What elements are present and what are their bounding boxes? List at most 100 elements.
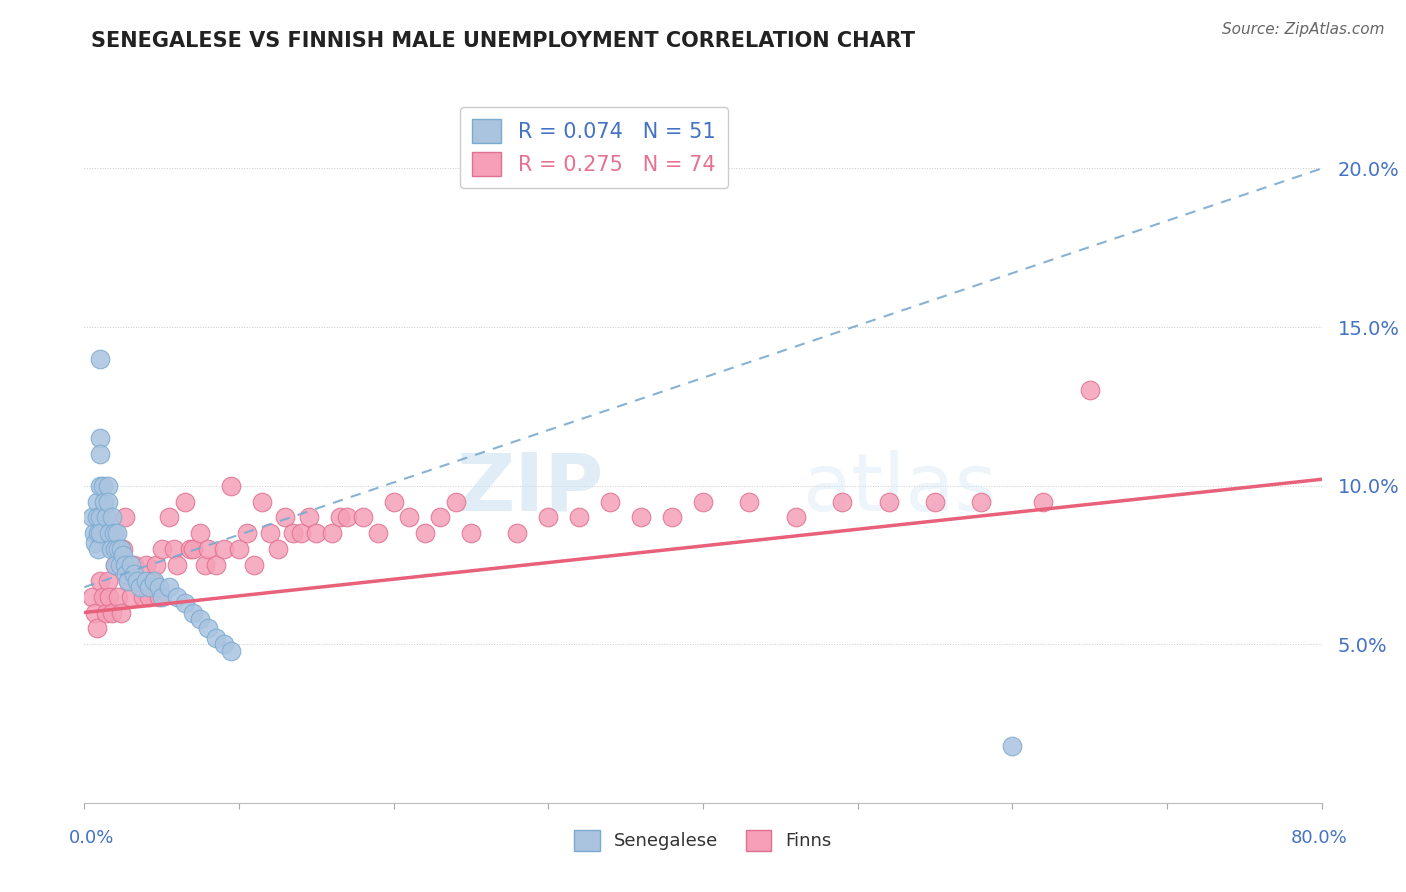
Point [228, 542, 250, 557]
Point [114, 510, 136, 524]
Point [100, 542, 122, 557]
Point [101, 510, 124, 524]
Point [444, 494, 467, 508]
Point [188, 612, 211, 626]
Point [197, 621, 219, 635]
Point [96, 478, 118, 492]
Point [429, 510, 451, 524]
Point [82, 590, 104, 604]
Point [135, 574, 157, 588]
Point [924, 494, 946, 508]
Point [125, 574, 148, 588]
Point [336, 510, 359, 524]
Point [145, 558, 167, 572]
Point [91, 590, 114, 604]
Point [194, 558, 217, 572]
Point [460, 526, 482, 541]
Point [115, 567, 138, 582]
Point [110, 606, 132, 620]
Point [89, 447, 111, 461]
Point [135, 558, 157, 572]
Point [1001, 739, 1024, 753]
Point [205, 558, 228, 572]
Point [166, 558, 188, 572]
Point [91, 478, 114, 492]
Point [197, 542, 219, 557]
Point [104, 558, 127, 572]
Point [174, 494, 197, 508]
Point [89, 351, 111, 366]
Point [138, 580, 160, 594]
Point [84, 535, 107, 549]
Text: 0.0%: 0.0% [69, 829, 114, 847]
Point [738, 494, 761, 508]
Point [129, 580, 152, 594]
Point [250, 494, 273, 508]
Point [104, 542, 127, 557]
Point [122, 567, 145, 582]
Text: Source: ZipAtlas.com: Source: ZipAtlas.com [1222, 22, 1385, 37]
Point [831, 494, 853, 508]
Point [877, 494, 900, 508]
Point [108, 558, 131, 572]
Point [166, 590, 188, 604]
Point [104, 558, 127, 572]
Text: SENEGALESE VS FINNISH MALE UNEMPLOYMENT CORRELATION CHART: SENEGALESE VS FINNISH MALE UNEMPLOYMENT … [91, 31, 915, 51]
Point [89, 526, 111, 541]
Point [148, 590, 170, 604]
Point [181, 542, 204, 557]
Point [159, 580, 180, 594]
Point [94, 606, 117, 620]
Point [96, 574, 118, 588]
Point [93, 494, 115, 508]
Point [132, 590, 155, 604]
Point [259, 526, 281, 541]
Point [692, 494, 714, 508]
Point [970, 494, 993, 508]
Point [163, 542, 186, 557]
Point [89, 510, 111, 524]
Point [117, 574, 139, 588]
Point [785, 510, 807, 524]
Point [382, 494, 405, 508]
Point [94, 510, 117, 524]
Point [188, 526, 211, 541]
Point [86, 510, 108, 524]
Point [205, 631, 228, 645]
Point [98, 526, 121, 541]
Text: 80.0%: 80.0% [1291, 829, 1347, 847]
Point [110, 542, 132, 557]
Point [143, 574, 166, 588]
Point [398, 510, 420, 524]
Point [537, 510, 560, 524]
Point [141, 574, 163, 588]
Point [212, 637, 235, 651]
Point [150, 590, 173, 604]
Point [89, 431, 111, 445]
Point [568, 510, 591, 524]
Point [150, 542, 173, 557]
Point [599, 494, 621, 508]
Point [148, 580, 170, 594]
Point [267, 542, 290, 557]
Point [87, 542, 110, 557]
Point [274, 510, 297, 524]
Point [107, 590, 129, 604]
Point [112, 549, 135, 563]
Point [105, 526, 128, 541]
Point [1078, 384, 1101, 398]
Point [352, 510, 374, 524]
Point [114, 558, 136, 572]
Point [1032, 494, 1054, 508]
Point [98, 590, 121, 604]
Point [101, 606, 124, 620]
Point [281, 526, 305, 541]
Point [321, 526, 343, 541]
Text: atlas: atlas [801, 450, 997, 528]
Point [89, 478, 111, 492]
Point [413, 526, 436, 541]
Text: ZIP: ZIP [457, 450, 605, 528]
Point [87, 526, 110, 541]
Point [86, 494, 108, 508]
Point [181, 606, 204, 620]
